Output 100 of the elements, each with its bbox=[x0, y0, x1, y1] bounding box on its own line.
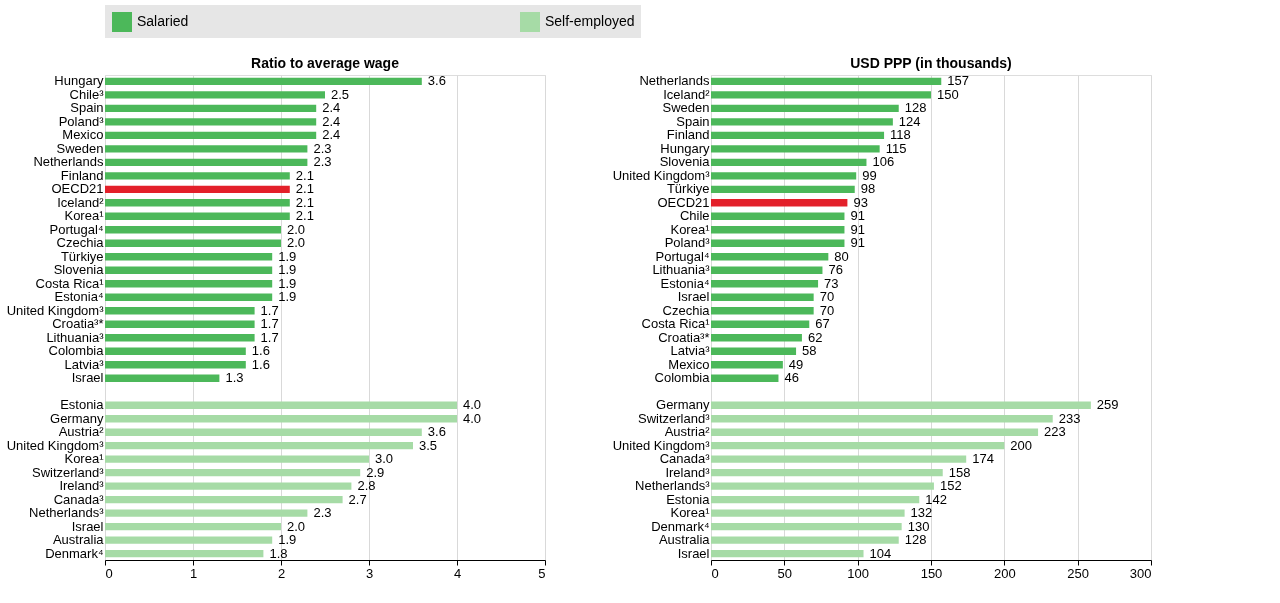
y-tick-label: Spain bbox=[70, 100, 104, 116]
y-tick-label: Lithuania³ bbox=[652, 262, 711, 278]
data-label: 2.3 bbox=[313, 505, 332, 521]
data-label: 80 bbox=[834, 248, 849, 264]
y-tick-label: Mexico bbox=[668, 356, 710, 372]
y-tick-label: Costa Rica¹ bbox=[35, 275, 105, 291]
bar bbox=[105, 199, 290, 207]
data-label: 1.9 bbox=[278, 262, 297, 278]
y-tick-label: Hungary bbox=[54, 73, 104, 89]
data-label: 1.7 bbox=[260, 329, 279, 345]
bar bbox=[105, 320, 255, 328]
bar bbox=[105, 414, 457, 423]
bar bbox=[711, 307, 814, 315]
bar bbox=[711, 428, 1039, 436]
data-label: 233 bbox=[1058, 410, 1081, 426]
data-label: 2.0 bbox=[287, 518, 306, 534]
bar bbox=[105, 307, 255, 315]
bar bbox=[711, 509, 905, 517]
bar bbox=[711, 199, 848, 207]
bar bbox=[711, 293, 814, 301]
data-label: 93 bbox=[853, 194, 868, 210]
bar bbox=[711, 536, 899, 544]
data-label: 142 bbox=[925, 491, 947, 507]
bar bbox=[105, 401, 457, 409]
bar bbox=[105, 118, 317, 126]
bar bbox=[105, 522, 281, 531]
data-label: 58 bbox=[802, 343, 817, 359]
y-tick-label: Estonia bbox=[60, 397, 105, 413]
y-tick-label: Iceland² bbox=[57, 194, 105, 210]
y-tick-label: Türkiye bbox=[60, 248, 104, 264]
data-label: 4.0 bbox=[463, 397, 482, 413]
bar bbox=[711, 131, 885, 140]
data-label: 223 bbox=[1044, 424, 1066, 440]
y-tick-label: Lithuania³ bbox=[46, 329, 105, 345]
bar bbox=[105, 293, 273, 301]
bar bbox=[105, 266, 273, 274]
y-tick-label: Israel bbox=[677, 545, 710, 561]
bar bbox=[711, 145, 880, 153]
bar bbox=[105, 239, 281, 248]
y-tick-label: Austria² bbox=[58, 424, 105, 440]
bar bbox=[105, 347, 246, 355]
bar bbox=[105, 536, 273, 544]
y-tick-label: Colombia bbox=[48, 343, 105, 359]
data-label: 132 bbox=[910, 505, 933, 521]
data-label: 124 bbox=[898, 113, 921, 129]
y-tick-label: Türkiye bbox=[666, 181, 710, 197]
x-tick-label: 0 bbox=[105, 565, 113, 581]
bar bbox=[711, 549, 864, 558]
y-tick-label: Latvia³ bbox=[670, 343, 711, 359]
y-tick-label: Estonia bbox=[666, 491, 711, 507]
data-label: 150 bbox=[937, 86, 959, 102]
y-tick-label: Canada³ bbox=[659, 451, 711, 467]
bar bbox=[105, 253, 273, 261]
y-tick-label: Australia bbox=[658, 532, 711, 548]
y-tick-label: Chile bbox=[679, 208, 710, 224]
bar bbox=[711, 185, 855, 194]
bar bbox=[105, 212, 290, 221]
data-label: 1.9 bbox=[278, 289, 297, 305]
data-label: 118 bbox=[890, 127, 911, 143]
data-label: 73 bbox=[824, 275, 839, 291]
data-label: 1.6 bbox=[251, 343, 270, 359]
chart-title: USD PPP (in thousands) bbox=[850, 54, 1012, 71]
bar bbox=[105, 549, 264, 558]
bar bbox=[105, 334, 255, 342]
x-tick-label: 100 bbox=[847, 565, 870, 581]
y-tick-label: Estonia⁴ bbox=[660, 275, 710, 291]
y-tick-label: Israel bbox=[677, 289, 710, 305]
data-label: 2.4 bbox=[322, 100, 341, 116]
bar bbox=[105, 441, 413, 450]
data-label: 2.1 bbox=[295, 167, 314, 183]
y-tick-label: Netherlands bbox=[33, 154, 104, 170]
y-tick-label: Sweden bbox=[662, 100, 710, 116]
y-tick-label: Portugal⁴ bbox=[655, 248, 710, 264]
y-tick-label: United Kingdom³ bbox=[612, 437, 711, 453]
data-label: 104 bbox=[869, 545, 892, 561]
data-label: 2.7 bbox=[348, 491, 367, 507]
data-label: 3.0 bbox=[375, 451, 394, 467]
x-tick-label: 2 bbox=[277, 565, 286, 581]
data-label: 1.7 bbox=[260, 316, 279, 332]
x-tick-label: 3 bbox=[365, 565, 374, 581]
bar bbox=[711, 361, 783, 369]
legend-label: Self-employed bbox=[545, 13, 635, 29]
y-tick-label: United Kingdom³ bbox=[6, 437, 105, 453]
y-tick-label: Slovenia bbox=[53, 262, 105, 278]
y-tick-label: Portugal⁴ bbox=[49, 221, 104, 237]
data-label: 2.0 bbox=[287, 221, 306, 237]
bar bbox=[105, 482, 352, 490]
bar bbox=[711, 401, 1091, 409]
bar bbox=[711, 239, 845, 248]
bar bbox=[711, 441, 1005, 450]
bar bbox=[105, 226, 281, 234]
bar bbox=[711, 172, 857, 180]
bar bbox=[105, 104, 317, 113]
bar bbox=[711, 347, 797, 355]
bar bbox=[711, 482, 934, 490]
data-label: 1.8 bbox=[269, 545, 288, 561]
data-label: 128 bbox=[904, 532, 927, 548]
bar bbox=[711, 226, 845, 234]
bar bbox=[711, 158, 867, 167]
x-tick-label: 0 bbox=[711, 565, 719, 581]
